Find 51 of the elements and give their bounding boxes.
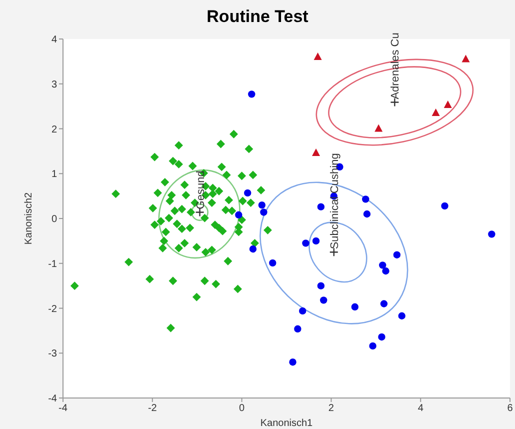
- y-tick-label: -4: [48, 394, 58, 405]
- annotation: Gesund: [194, 170, 207, 210]
- x-tick-label: -4: [58, 403, 68, 414]
- point: [320, 296, 328, 304]
- x-tick-label: 6: [507, 403, 514, 414]
- point: [488, 230, 496, 238]
- point: [312, 148, 320, 156]
- point: [249, 245, 257, 253]
- y-tick-label: -1: [48, 258, 58, 270]
- point: [369, 342, 376, 350]
- y-tick-label: 0: [51, 214, 58, 226]
- y-tick-label: 4: [51, 34, 58, 46]
- point: [363, 210, 371, 218]
- x-tick-label: 4: [418, 403, 424, 414]
- x-tick-label: -2: [148, 403, 158, 414]
- chart-title: Routine Test: [206, 6, 310, 28]
- annotation: Subclinical Cushing: [328, 153, 341, 250]
- point: [317, 282, 325, 290]
- point: [380, 300, 388, 308]
- point: [379, 262, 386, 269]
- x-tick-label: 0: [239, 403, 246, 414]
- point: [289, 358, 296, 366]
- point: [298, 307, 306, 315]
- point: [317, 203, 325, 210]
- point: [302, 240, 310, 247]
- point: [393, 251, 401, 258]
- point: [248, 90, 256, 98]
- point: [329, 248, 338, 257]
- point: [351, 303, 358, 311]
- point: [244, 189, 252, 197]
- point: [294, 325, 302, 332]
- point: [260, 208, 268, 216]
- y-tick-label: 3: [51, 79, 58, 90]
- x-axis-title: Kanonisch1: [260, 418, 314, 429]
- y-tick-label: -3: [48, 348, 58, 360]
- y-tick-label: 2: [51, 124, 58, 136]
- point: [269, 259, 276, 267]
- y-axis-title: Kanonisch2: [24, 192, 35, 245]
- point: [378, 333, 386, 341]
- point: [398, 312, 406, 320]
- point: [362, 196, 370, 203]
- y-tick-label: -2: [48, 304, 58, 315]
- point: [312, 237, 320, 245]
- point: [258, 201, 266, 209]
- x-tick-label: 2: [328, 403, 334, 414]
- point: [314, 52, 322, 60]
- point: [235, 211, 242, 219]
- point: [441, 202, 448, 210]
- annotation: Adrenales Cu: [390, 32, 402, 100]
- point: [382, 267, 390, 275]
- y-tick-label: 1: [51, 169, 58, 180]
